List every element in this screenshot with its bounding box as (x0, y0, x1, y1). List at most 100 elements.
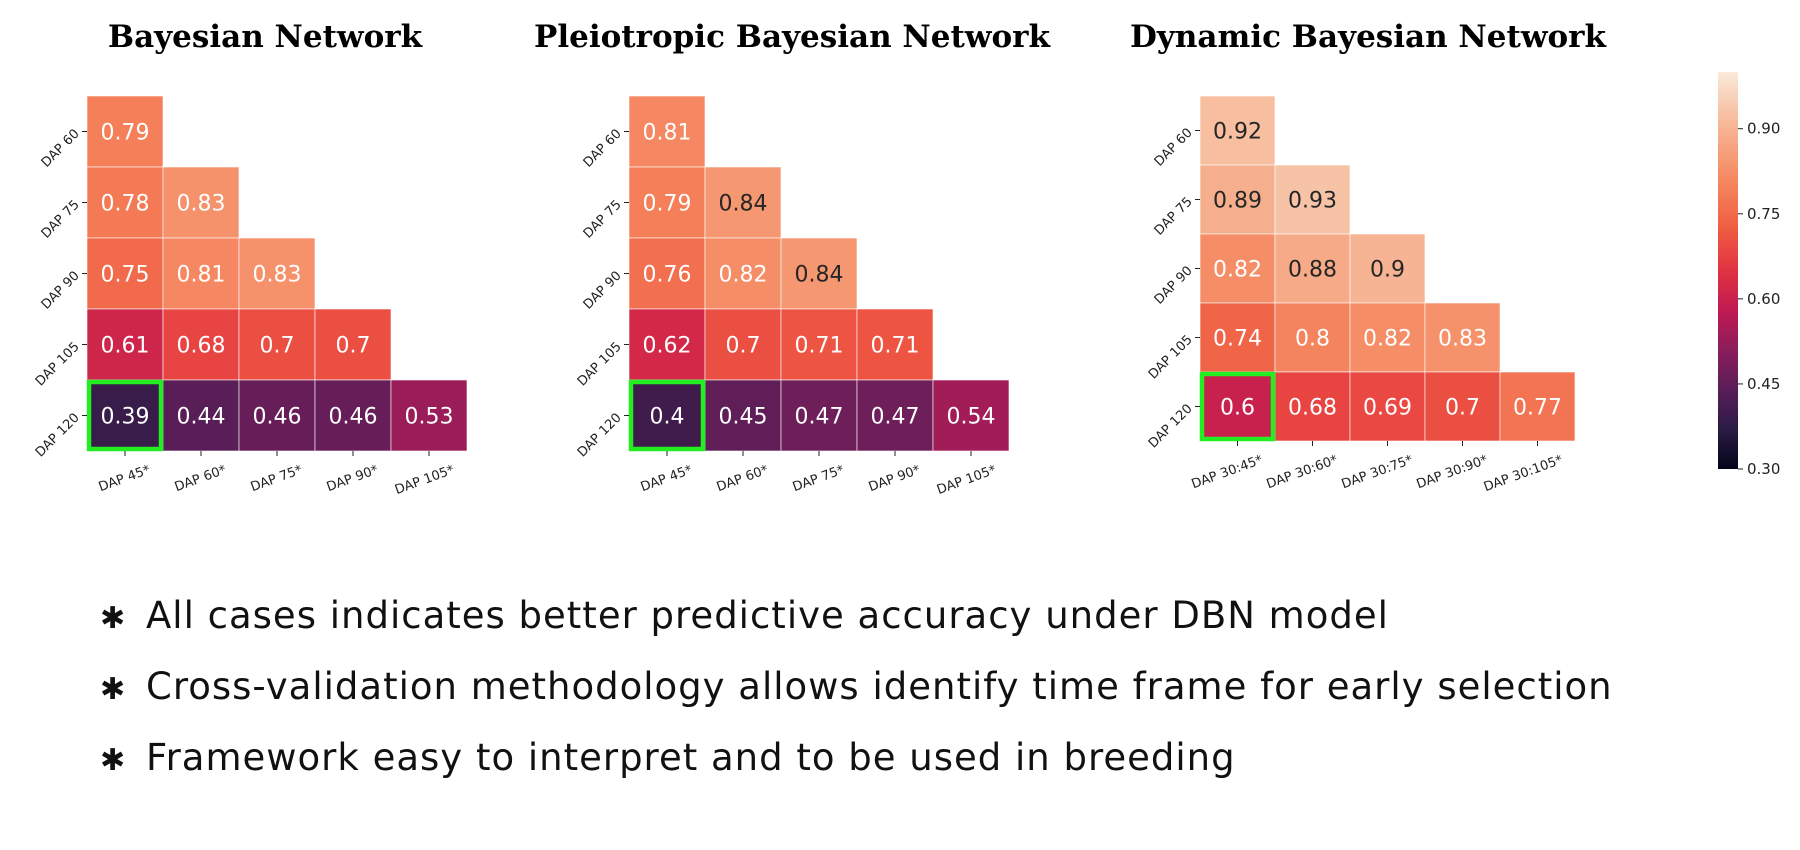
cell-value-label: 0.83 (1438, 327, 1487, 352)
heatmap-cell (238, 237, 316, 310)
cell-value-label: 0.74 (1213, 327, 1262, 352)
heatmap-cell (1274, 233, 1351, 304)
y-tick-label: DAP 120 (33, 411, 83, 461)
x-tick-label: DAP 75* (249, 462, 305, 495)
cell-value-label: 0.8 (1295, 327, 1330, 352)
cell-value-label: 0.7 (336, 334, 371, 359)
heatmap-cell (86, 379, 164, 452)
heatmap-cells: 0.92 0.89 0.93 0.82 0.88 0.9 0.74 0.8 0.82 0.83 0.… (1199, 95, 1576, 442)
heatmap-cell (162, 308, 240, 381)
note-item: ✱ All cases indicates better predictive a… (100, 588, 1613, 659)
y-tick-label: DAP 90 (39, 269, 83, 313)
x-tick-label: DAP 45* (97, 462, 153, 495)
note-text: Framework easy to interpret and to be us… (146, 736, 1236, 779)
heatmap-pbn: Pleiotropic Bayesian Network 0.81 0.79 0.8… (534, 19, 1051, 498)
cell-value-label: 0.54 (947, 405, 996, 430)
y-tick-labels: DAP 60 DAP 75 DAP 90 DAP 105 DAP 120 (1146, 126, 1200, 451)
colorbar-tick-label: 0.45 (1747, 375, 1780, 393)
x-tick-label: DAP 60* (173, 462, 229, 495)
heatmap-cells: 0.79 0.78 0.83 0.75 0.81 0.83 0.61 0.68 0.7 0.7 0.… (86, 95, 468, 452)
cell-value-label: 0.71 (871, 334, 920, 359)
y-tick-label: DAP 120 (575, 411, 625, 461)
note-text: All cases indicates better predictive ac… (146, 594, 1389, 637)
cell-value-label: 0.82 (1213, 258, 1262, 283)
y-tick-label: DAP 90 (1152, 264, 1196, 308)
x-tick-label: DAP 30:45* (1190, 452, 1266, 492)
heatmap-cell (86, 95, 164, 168)
cell-value-label: 0.9 (1370, 258, 1405, 283)
heatmap-cell (1199, 95, 1276, 166)
x-tick-label: DAP 105* (935, 462, 999, 497)
cell-value-label: 0.53 (405, 405, 454, 430)
x-tick-label: DAP 75* (791, 462, 847, 495)
cell-value-label: 0.7 (726, 334, 761, 359)
cell-value-label: 0.61 (101, 334, 150, 359)
cell-value-label: 0.62 (643, 334, 692, 359)
colorbar-tick-label: 0.75 (1747, 205, 1780, 223)
cell-value-label: 0.82 (719, 263, 768, 288)
heatmap-cell (704, 308, 782, 381)
cell-value-label: 0.44 (177, 405, 226, 430)
heatmap-cell (856, 379, 934, 452)
cell-value-label: 0.84 (795, 263, 844, 288)
x-tick-labels: DAP 45* DAP 60* DAP 75* DAP 90* DAP 105* (639, 451, 999, 498)
highlight-box (1199, 371, 1276, 442)
bullet-icon: ✱ (100, 601, 127, 636)
cell-value-label: 0.45 (719, 405, 768, 430)
x-tick-labels: DAP 30:45* DAP 30:60* DAP 30:75* DAP 30:90*… (1190, 441, 1565, 495)
colorbar-gradient (1718, 72, 1738, 469)
cell-value-label: 0.4 (650, 405, 685, 430)
heatmap-cell (162, 237, 240, 310)
x-tick-labels: DAP 45* DAP 60* DAP 75* DAP 90* DAP 105* (97, 451, 457, 498)
heatmap-cell (932, 379, 1010, 452)
chart-title: Dynamic Bayesian Network (1130, 19, 1608, 55)
cell-value-label: 0.6 (1220, 396, 1255, 421)
note-item: ✱ Cross-validation methodology allows ide… (100, 659, 1613, 730)
y-tick-label: DAP 75 (1152, 195, 1196, 239)
cell-value-label: 0.79 (643, 192, 692, 217)
bullet-icon: ✱ (100, 672, 127, 707)
x-tick-label: DAP 60* (715, 462, 771, 495)
cell-value-label: 0.84 (719, 192, 768, 217)
colorbar-ticks: 0.30 0.45 0.60 0.75 0.90 (1738, 120, 1780, 478)
heatmap-bn: Bayesian Network 0.79 0.78 0.83 0.75 0.81 0.8… (33, 19, 468, 498)
heatmap-cell (1499, 371, 1576, 442)
chart-title: Pleiotropic Bayesian Network (534, 19, 1051, 55)
cell-value-label: 0.77 (1513, 396, 1562, 421)
cell-value-label: 0.47 (795, 405, 844, 430)
y-tick-label: DAP 105 (33, 340, 83, 390)
y-tick-label: DAP 90 (581, 269, 625, 313)
cell-value-label: 0.47 (871, 405, 920, 430)
y-tick-label: DAP 60 (581, 127, 625, 171)
heatmap-cell (238, 379, 316, 452)
y-tick-label: DAP 75 (39, 198, 83, 242)
y-tick-labels: DAP 60 DAP 75 DAP 90 DAP 105 DAP 120 (575, 127, 629, 461)
cell-value-label: 0.68 (177, 334, 226, 359)
cell-value-label: 0.89 (1213, 189, 1262, 214)
heatmap-cell (780, 237, 858, 310)
cell-value-label: 0.46 (253, 405, 302, 430)
heatmap-cell (238, 308, 316, 381)
cell-value-label: 0.7 (1445, 396, 1480, 421)
cell-value-label: 0.92 (1213, 120, 1262, 145)
y-tick-label: DAP 105 (575, 340, 625, 390)
bullet-icon: ✱ (100, 743, 127, 778)
heatmap-cell (1199, 371, 1276, 442)
heatmap-dbn: Dynamic Bayesian Network 0.92 0.89 0.93 0.8… (1130, 19, 1608, 495)
heatmap-cell (628, 379, 706, 452)
cell-value-label: 0.78 (101, 192, 150, 217)
colorbar-tick-label: 0.60 (1747, 290, 1780, 308)
cell-value-label: 0.71 (795, 334, 844, 359)
heatmap-cell (1274, 371, 1351, 442)
x-tick-label: DAP 45* (639, 462, 695, 495)
x-tick-label: DAP 90* (325, 462, 381, 495)
highlight-box (628, 379, 706, 452)
chart-title: Bayesian Network (108, 19, 424, 55)
cell-value-label: 0.79 (101, 121, 150, 146)
note-item: ✱ Framework easy to interpret and to be u… (100, 730, 1613, 801)
cell-value-label: 0.81 (643, 121, 692, 146)
y-tick-label: DAP 75 (581, 198, 625, 242)
heatmap-cell (162, 379, 240, 452)
cell-value-label: 0.76 (643, 263, 692, 288)
